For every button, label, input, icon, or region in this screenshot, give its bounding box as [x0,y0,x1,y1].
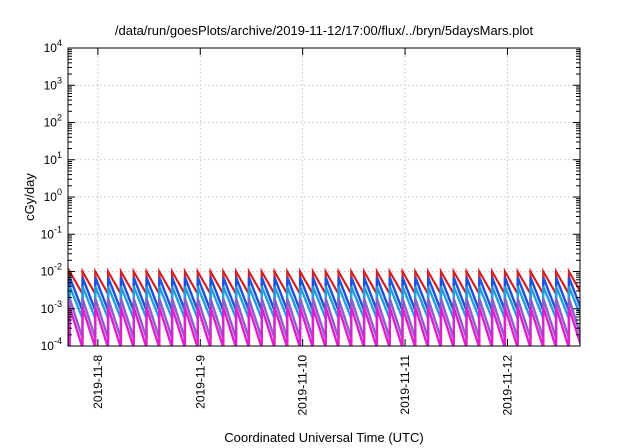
chart-title: /data/run/goesPlots/archive/2019-11-12/1… [115,23,534,38]
series-line [68,276,580,311]
x-tick-label: 2019-11-10 [296,355,310,416]
y-tick-label: 10-3 [41,299,62,316]
series-line [68,298,580,339]
y-tick-label: 10-4 [41,336,62,353]
series-line [68,306,580,346]
axes: 10-4 10-3 10-2 10-1 100 101 102 103 104 2019-11-8… [41,38,580,416]
x-tick-label: 2019-11-9 [193,355,207,409]
y-tick-label: 103 [44,75,62,92]
grid [68,48,580,346]
x-tick-label: 2019-11-8 [91,355,105,409]
y-tick-label: 10-1 [41,224,62,241]
series-line [68,267,580,299]
x-tick-label: 2019-11-12 [500,355,514,416]
y-tick-label: 101 [44,150,62,167]
y-tick-label: 102 [44,113,62,130]
y-tick-label: 100 [44,187,62,204]
y-tick-label: 10-2 [41,262,62,279]
x-tick-label: 2019-11-11 [398,355,412,415]
series-line [68,285,580,319]
plot-area [68,267,580,346]
y-axis-title: cGy/day [22,173,37,221]
y-tick-label: 104 [44,38,62,55]
x-axis-title: Coordinated Universal Time (UTC) [224,430,423,445]
